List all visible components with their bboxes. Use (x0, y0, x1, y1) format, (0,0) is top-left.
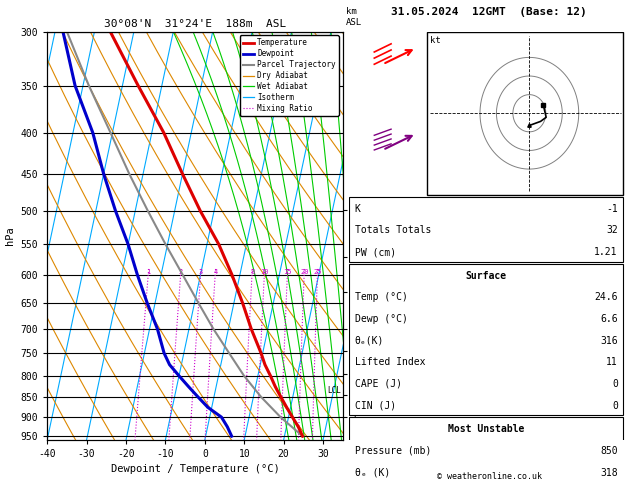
Text: 25: 25 (313, 269, 322, 275)
Text: Dewp (°C): Dewp (°C) (355, 314, 408, 324)
Text: LCL: LCL (328, 386, 342, 396)
Text: -1: -1 (606, 204, 618, 214)
Text: θₑ(K): θₑ(K) (355, 336, 384, 346)
Text: 4: 4 (213, 269, 218, 275)
Text: 0: 0 (612, 400, 618, 411)
Bar (349, 417, 623, 486)
Text: © weatheronline.co.uk: © weatheronline.co.uk (437, 472, 542, 481)
Text: kt: kt (430, 35, 441, 45)
Text: 3: 3 (199, 269, 203, 275)
Text: 6.6: 6.6 (600, 314, 618, 324)
Text: 24.6: 24.6 (594, 293, 618, 302)
Y-axis label: hPa: hPa (5, 226, 15, 245)
Text: 11: 11 (606, 357, 618, 367)
Text: Lifted Index: Lifted Index (355, 357, 425, 367)
Bar (349, 264, 623, 416)
Text: 2: 2 (179, 269, 183, 275)
Text: 15: 15 (283, 269, 292, 275)
Text: 32: 32 (606, 226, 618, 235)
Text: 10: 10 (260, 269, 269, 275)
Text: 20: 20 (300, 269, 308, 275)
Text: Pressure (mb): Pressure (mb) (355, 446, 431, 456)
Text: Most Unstable: Most Unstable (448, 424, 525, 434)
Text: K: K (355, 204, 360, 214)
Text: 8: 8 (250, 269, 254, 275)
Text: CIN (J): CIN (J) (355, 400, 396, 411)
Title: 30°08'N  31°24'E  188m  ASL: 30°08'N 31°24'E 188m ASL (104, 19, 286, 30)
Legend: Temperature, Dewpoint, Parcel Trajectory, Dry Adiabat, Wet Adiabat, Isotherm, Mi: Temperature, Dewpoint, Parcel Trajectory… (240, 35, 339, 116)
Text: 316: 316 (600, 336, 618, 346)
Text: 318: 318 (600, 468, 618, 478)
Text: 1.21: 1.21 (594, 247, 618, 257)
Bar (428, 32, 623, 195)
Text: Temp (°C): Temp (°C) (355, 293, 408, 302)
Text: CAPE (J): CAPE (J) (355, 379, 402, 389)
Text: 850: 850 (600, 446, 618, 456)
Bar (349, 197, 623, 262)
Text: 1: 1 (147, 269, 150, 275)
Text: PW (cm): PW (cm) (355, 247, 396, 257)
X-axis label: Dewpoint / Temperature (°C): Dewpoint / Temperature (°C) (111, 465, 279, 474)
Text: km
ASL: km ASL (346, 7, 362, 27)
Text: 31.05.2024  12GMT  (Base: 12): 31.05.2024 12GMT (Base: 12) (391, 7, 587, 17)
Text: 0: 0 (612, 379, 618, 389)
Text: θₑ (K): θₑ (K) (355, 468, 390, 478)
Text: Totals Totals: Totals Totals (355, 226, 431, 235)
Text: Surface: Surface (465, 271, 507, 281)
